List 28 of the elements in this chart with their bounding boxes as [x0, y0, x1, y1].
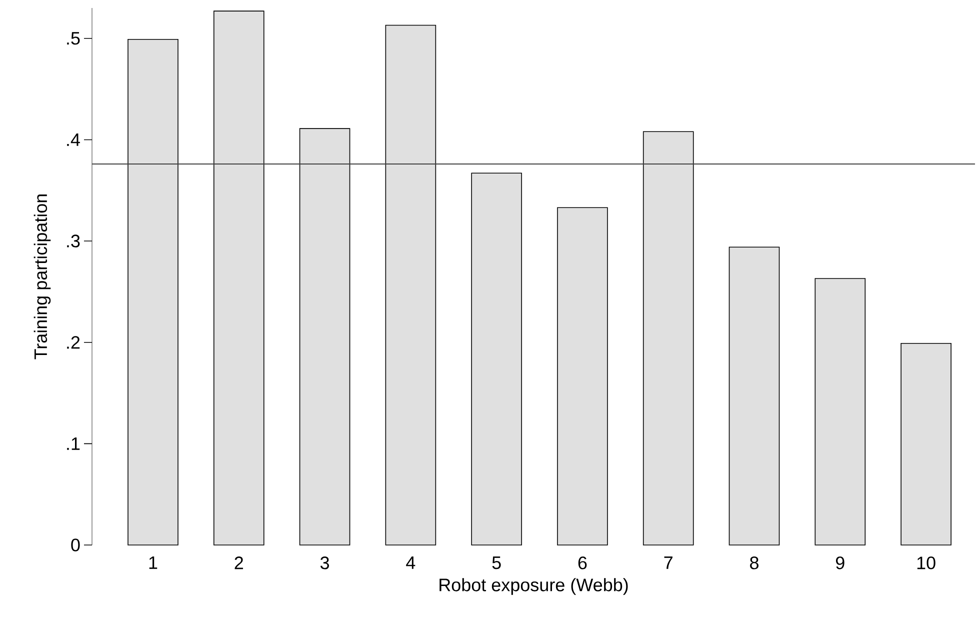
- bar: [471, 172, 522, 546]
- x-tick-label: 6: [578, 556, 587, 570]
- bar: [213, 10, 264, 546]
- bar: [900, 342, 952, 546]
- bar: [128, 39, 178, 546]
- bar: [557, 207, 608, 546]
- y-tick-label: .1: [67, 437, 80, 450]
- x-tick-label: 5: [492, 556, 501, 570]
- x-tick-label: 1: [149, 556, 158, 569]
- bar: [728, 246, 780, 546]
- y-tick-label: .5: [67, 32, 80, 45]
- y-axis-title: Training participation: [34, 194, 51, 360]
- x-tick-label: 7: [664, 556, 672, 569]
- y-tick-label: .2: [67, 336, 80, 349]
- x-tick-label: 3: [320, 556, 329, 570]
- x-tick-label: 4: [406, 556, 416, 569]
- x-tick-label: 10: [917, 556, 936, 570]
- bar: [642, 131, 694, 546]
- x-tick-label: 2: [234, 556, 243, 570]
- bar: [385, 24, 436, 546]
- bar: [814, 278, 866, 546]
- x-tick-label: 9: [836, 556, 844, 570]
- y-tick-label: 0: [71, 538, 80, 552]
- bar: [299, 128, 350, 546]
- x-axis-title: Robot exposure (Webb): [440, 578, 628, 595]
- x-tick-label: 8: [750, 556, 758, 570]
- y-tick-label: .3: [67, 234, 80, 248]
- y-tick-label: .4: [67, 134, 80, 146]
